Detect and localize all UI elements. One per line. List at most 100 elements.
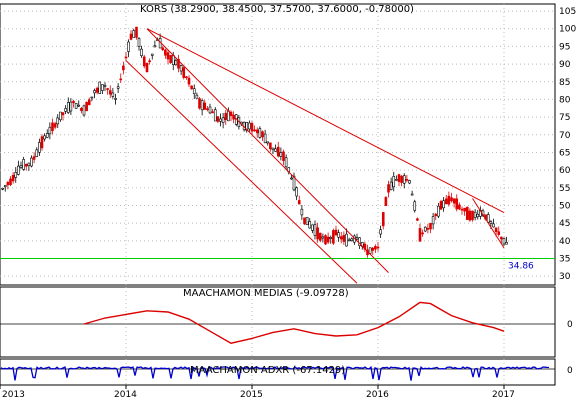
candle-body <box>27 162 31 166</box>
candle-body <box>206 108 209 110</box>
price-tick-label: 105 <box>559 7 576 17</box>
candle-body <box>22 159 25 170</box>
candle-body <box>122 65 125 71</box>
candle-body <box>452 198 456 204</box>
candle-body <box>392 176 396 188</box>
candle-body <box>43 135 46 140</box>
candle-body <box>471 210 474 221</box>
medias-panel-grid <box>0 286 556 358</box>
candle-body <box>489 221 493 224</box>
candle-body <box>66 102 70 113</box>
candle-body <box>397 174 401 182</box>
candle-body <box>279 152 283 157</box>
candle-body <box>166 52 170 60</box>
candle-body <box>142 56 146 67</box>
candle-body <box>150 53 154 56</box>
candle-body <box>439 201 443 210</box>
candle-body <box>326 236 330 243</box>
price-tick-label: 95 <box>559 42 570 52</box>
medias-line <box>83 301 505 344</box>
candle-body <box>450 197 453 202</box>
candle-body <box>374 246 377 250</box>
candle-body <box>119 78 123 81</box>
candle-body <box>437 205 440 217</box>
candle-body <box>98 81 102 94</box>
candle-body <box>164 49 167 56</box>
price-tick-label: 75 <box>559 113 570 123</box>
candle-body <box>111 92 115 97</box>
candle-body <box>434 213 438 217</box>
candle-body <box>174 60 178 66</box>
candle-body <box>473 211 477 218</box>
candle-body <box>59 111 62 121</box>
candle-body <box>90 96 94 99</box>
candle-body <box>179 65 183 72</box>
candle-body <box>274 148 277 152</box>
candle-body <box>295 187 298 197</box>
candle-body <box>402 175 406 184</box>
candle-body <box>77 104 81 107</box>
price-tick-label: 50 <box>559 201 571 211</box>
candle-body <box>263 133 267 144</box>
candle-body <box>389 181 393 191</box>
candle-body <box>413 201 417 211</box>
candle-body <box>379 229 382 235</box>
candle-body <box>129 33 133 40</box>
candle-body <box>463 207 466 212</box>
candle-body <box>169 55 172 63</box>
candle-body <box>56 117 60 125</box>
price-tick-label: 65 <box>559 148 570 158</box>
candle-body <box>408 180 411 184</box>
candle-body <box>198 98 201 109</box>
candle-body <box>300 208 304 216</box>
candle-body <box>321 236 325 239</box>
candle-body <box>350 238 354 241</box>
candle-body <box>82 105 86 116</box>
trendline <box>146 28 505 213</box>
candle-body <box>308 221 312 229</box>
candle-body <box>431 216 435 225</box>
candle-body <box>311 224 314 231</box>
main-grid <box>0 3 556 286</box>
candle-body <box>258 128 262 138</box>
candle-body <box>127 41 130 52</box>
candle-body <box>61 112 65 116</box>
candle-body <box>145 62 149 73</box>
candle-body <box>313 224 317 236</box>
candle-body <box>416 218 419 221</box>
candle-body <box>458 204 461 210</box>
candle-body <box>14 172 18 178</box>
candle-body <box>11 174 15 182</box>
candle-body <box>476 213 480 218</box>
candle-body <box>9 178 12 186</box>
candle-body <box>337 232 340 238</box>
candle-body <box>395 179 398 181</box>
time-tick-label: 2014 <box>114 390 137 400</box>
candle-body <box>376 246 380 249</box>
candle-body <box>103 84 107 87</box>
trendline <box>472 198 505 249</box>
candle-body <box>30 157 33 167</box>
candle-body <box>255 129 259 134</box>
candle-body <box>161 47 165 51</box>
candle-body <box>303 217 306 225</box>
price-tick-label: 85 <box>559 78 570 88</box>
candle-body <box>334 229 338 236</box>
candle-body <box>455 198 459 210</box>
candle-body <box>140 48 143 56</box>
candle-body <box>187 77 191 85</box>
candle-body <box>216 116 220 122</box>
candle-body <box>324 235 327 245</box>
price-tick-label: 30 <box>559 272 571 282</box>
price-tick-label: 60 <box>559 166 571 176</box>
candle-body <box>153 45 157 48</box>
candle-body <box>19 165 23 168</box>
candle-body <box>245 122 249 131</box>
candle-body <box>387 184 390 193</box>
candle-body <box>494 227 498 232</box>
price-tick-label: 90 <box>559 60 571 70</box>
candle-body <box>45 133 49 138</box>
candle-body <box>32 156 36 160</box>
medias-panel-axis: 0 <box>567 320 573 330</box>
